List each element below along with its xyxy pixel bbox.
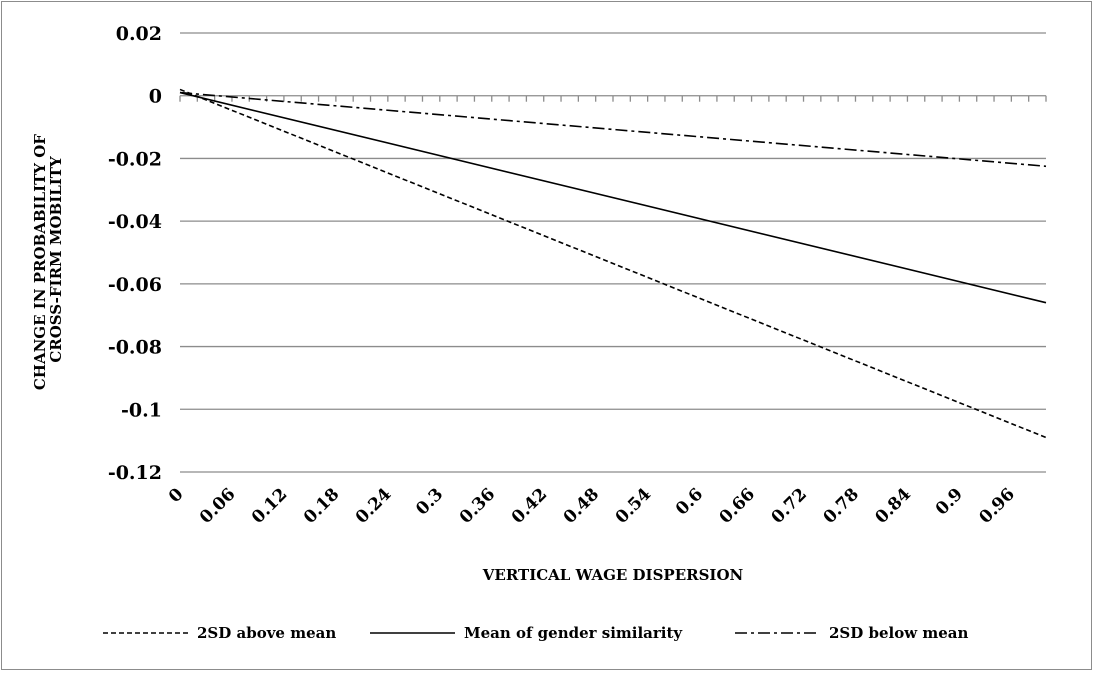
x-tick-label: 0.72 [768,484,811,527]
x-tick-label: 0.84 [872,484,916,528]
x-tick-label: 0.24 [352,484,396,528]
y-tick-label: 0.02 [116,23,162,45]
x-tick-label: 0 [165,484,188,507]
y-tick-label: -0.12 [108,462,162,484]
series-line [179,88,1047,439]
x-tick-label: 0.06 [196,484,239,527]
series-lines [179,88,1047,439]
x-tick-label: 0.96 [975,484,1018,527]
legend-label: 2SD below mean [829,624,969,642]
legend-label: Mean of gender similarity [464,624,683,642]
y-axis-tick-labels: 0.02 0 -0.02 -0.04 -0.06 -0.08 -0.1 -0.12 [108,23,162,484]
x-tick-label: 0.18 [300,484,343,527]
gridlines [180,32,1046,473]
y-axis-title-line-1: CHANGE IN PROBABILITY OF [31,134,49,390]
y-axis-title-line-2: CROSS-FIRM MOBILITY [47,156,65,363]
y-tick-label: -0.08 [108,337,162,359]
y-tick-label: -0.04 [108,211,162,233]
y-tick-label: -0.02 [108,148,162,170]
x-axis-tick-labels: 0 0.06 0.12 0.18 0.24 0.3 0.36 0.42 0.48 0.54 0.6 0… [165,484,1019,528]
y-tick-label: 0 [149,86,162,108]
x-tick-label: 0.12 [248,484,291,527]
y-axis-title: CHANGE IN PROBABILITY OF CROSS-FIRM MOBI… [31,129,65,390]
y-tick-label: -0.1 [121,399,162,421]
x-tick-label: 0.66 [716,484,759,527]
legend: 2SD above mean Mean of gender similarity 2… [103,624,969,642]
x-tick-label: 0.78 [820,484,863,527]
x-tick-label: 0.6 [672,484,707,519]
x-tick-label: 0.42 [508,484,551,527]
y-tick-label: -0.06 [108,274,162,296]
series-line [179,91,1047,168]
legend-label: 2SD above mean [197,624,336,642]
x-axis-minor-ticks [179,95,1047,102]
x-axis-title: VERTICAL WAGE DISPERSION [482,566,744,584]
x-tick-label: 0.54 [612,484,656,528]
x-tick-label: 0.36 [456,484,499,527]
x-tick-label: 0.3 [412,484,447,519]
series-line [179,91,1047,304]
x-tick-label: 0.48 [560,484,603,527]
x-tick-label: 0.9 [932,484,967,519]
